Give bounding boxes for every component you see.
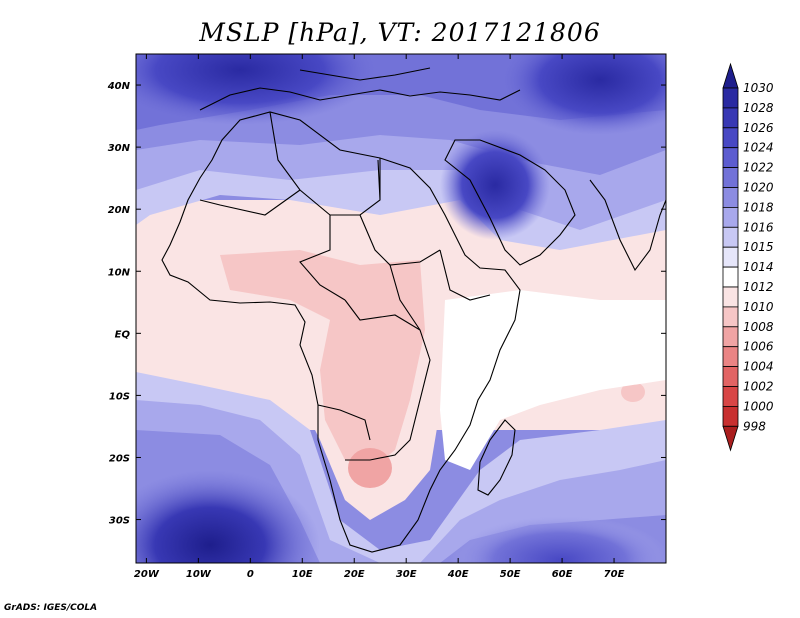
- colorbar-label: 1000: [743, 399, 774, 413]
- colorbar-label: 998: [743, 419, 766, 433]
- colorbar-label: 1006: [743, 340, 774, 354]
- pressure-field: [136, 54, 666, 563]
- colorbar-swatch: [722, 306, 739, 328]
- lat-tick-label: 10N: [108, 267, 131, 278]
- lon-tick-label: 60E: [552, 569, 573, 580]
- colorbar-swatch: [722, 147, 739, 168]
- lon-tick-label: 20W: [134, 569, 160, 580]
- colorbar-swatch: [722, 366, 739, 387]
- latitude-labels: 40N 30N 20N 10N EQ 10S 20S 30S: [107, 81, 131, 527]
- lon-tick-label: 70E: [604, 569, 625, 580]
- lat-tick-label: 40N: [107, 81, 131, 92]
- arabia-high: [440, 130, 550, 240]
- arabia-coastline: [444, 139, 576, 266]
- kalahari-low: [348, 448, 392, 488]
- south-atlantic-high: [136, 470, 320, 563]
- colorbar-label: 1010: [743, 300, 774, 314]
- lat-tick-label: EQ: [115, 329, 131, 340]
- colorbar-swatch: [722, 246, 739, 268]
- lat-tick-label: 20N: [108, 205, 131, 216]
- colorbar-swatch: [722, 405, 739, 427]
- lat-tick-label: 30N: [108, 143, 131, 154]
- colorbar-swatch: [722, 107, 739, 129]
- colorbar-swatch: [722, 226, 739, 248]
- colorbar-label: 1026: [743, 121, 774, 135]
- lat-tick-label: 10S: [109, 391, 130, 402]
- colorbar-swatch: [722, 127, 739, 149]
- north-high: [136, 54, 380, 125]
- colorbar-swatch: [722, 187, 739, 208]
- colorbar-label: 1012: [743, 280, 774, 294]
- lon-tick-label: 0: [247, 569, 254, 580]
- map-frame: [135, 53, 667, 564]
- colorbar-top-arrow: [722, 62, 739, 89]
- colorbar-bottom-arrow: [722, 425, 739, 452]
- colorbar-swatch: [722, 326, 739, 348]
- country-border: [317, 299, 431, 461]
- longitude-labels: 20W 10W 0 10E 20E 30E 40E 50E 60E 70E: [134, 569, 625, 580]
- colorbar-label: 1015: [743, 240, 774, 254]
- colorbar-label: 1028: [743, 101, 774, 115]
- east-africa-tongue: [440, 290, 666, 470]
- colorbar-label: 1030: [743, 81, 774, 95]
- colorbar-swatch: [722, 206, 739, 228]
- colorbar-label: 1018: [743, 200, 774, 214]
- colorbar-swatch: [722, 286, 739, 308]
- colorbar-label: 1002: [743, 380, 774, 394]
- africa-coastline: [161, 111, 521, 553]
- colorbar-label: 1016: [743, 220, 774, 234]
- colorbar: 1030 1028 1026 1024 1022 1020 1018 1016 1015 1014…: [722, 62, 774, 452]
- indian-ocean-low: [621, 382, 645, 402]
- lon-tick-label: 10W: [186, 569, 212, 580]
- coastlines: [161, 67, 666, 553]
- lon-tick-label: 10E: [292, 569, 313, 580]
- colorbar-swatch: [722, 87, 739, 109]
- colorbar-swatch: [722, 346, 739, 368]
- colorbar-label: 1020: [743, 181, 774, 195]
- colorbar-swatch: [722, 167, 739, 188]
- tropical-low-core: [220, 250, 425, 470]
- lat-tick-label: 20S: [109, 453, 130, 464]
- india-coastline: [589, 179, 666, 272]
- madagascar-coastline: [477, 419, 516, 496]
- colorbar-label: 1024: [743, 141, 774, 155]
- map-title: MSLP [hPa], VT: 2017121806: [199, 18, 601, 47]
- credit-text: GrADS: IGES/COLA: [4, 603, 98, 613]
- country-border: [389, 249, 491, 331]
- north-high: [500, 54, 666, 135]
- europe-coastline: [199, 87, 521, 111]
- lon-tick-label: 30E: [396, 569, 417, 580]
- indian-ocean-high: [450, 515, 666, 563]
- lon-tick-label: 40E: [447, 569, 469, 580]
- axis-ticks: [136, 54, 666, 563]
- colorbar-label: 1014: [743, 260, 774, 274]
- lon-tick-label: 20E: [344, 569, 365, 580]
- colorbar-swatch: [722, 386, 739, 407]
- lat-tick-label: 30S: [109, 516, 130, 527]
- lon-tick-label: 50E: [500, 569, 521, 580]
- colorbar-label: 1022: [743, 161, 774, 175]
- colorbar-label: 1008: [743, 320, 774, 334]
- colorbar-swatch: [722, 266, 739, 288]
- colorbar-label: 1004: [743, 360, 774, 374]
- europe-coastline: [299, 67, 431, 81]
